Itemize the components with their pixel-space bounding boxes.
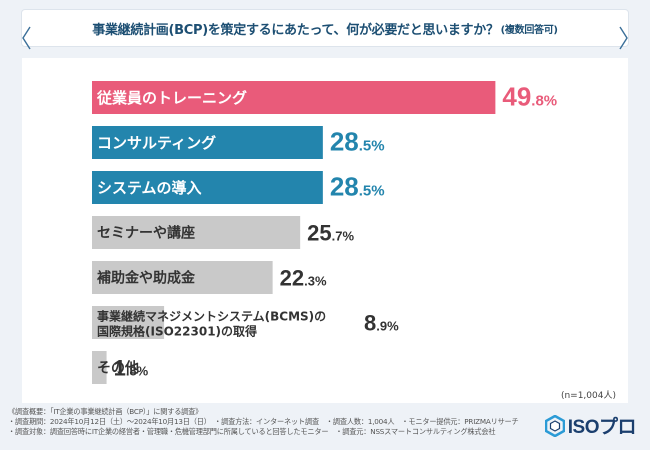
- footnote-line: 《調査概要：「IT企業の事業継続計画（BCP）」に関する調査》: [8, 407, 203, 416]
- category-label: コンサルティング: [97, 134, 216, 152]
- value-label: 22.3%: [280, 266, 327, 291]
- value-label: 8.9%: [364, 311, 399, 336]
- bar: [92, 81, 496, 114]
- footnote-line: ・調査対象：調査回答時にIT企業の経営者・管理職・危機管理部門に所属していると回…: [8, 427, 496, 436]
- category-label: 従業員のトレーニング: [96, 89, 247, 107]
- chart-title-note: (複数回答可): [500, 24, 558, 36]
- chart-title: 事業継続計画(BCP)を策定するにあたって、何が必要だと思いますか？ (複数回答可…: [22, 10, 628, 46]
- bar: [92, 126, 323, 159]
- isopro-logo: ISOプロ: [544, 412, 637, 439]
- sample-size-note: (n=1,004人): [560, 391, 616, 401]
- bar-chart: 従業員のトレーニング 49.8% コンサルティング 28.5% システムの導入 28.5%…: [92, 81, 557, 384]
- category-label: システムの導入: [97, 179, 202, 197]
- bar: [92, 216, 301, 249]
- bar: [92, 261, 273, 294]
- logo-text: ISOプロ: [567, 417, 637, 438]
- value-label: 28.5%: [330, 127, 385, 157]
- category-label: その他: [97, 360, 139, 377]
- survey-footnote: 《調査概要：「IT企業の事業継続計画（BCP）」に関する調査》 ・調査期間：20…: [8, 407, 538, 437]
- bar: [92, 351, 107, 384]
- value-label: 25.7%: [307, 221, 354, 246]
- bar: [92, 306, 165, 339]
- value-label: 49.8%: [502, 82, 557, 112]
- title-chevrons: [22, 26, 628, 50]
- chart-title-text: 事業継続計画(BCP)を策定するにあたって、何が必要だと思いますか？: [92, 22, 499, 38]
- footnote-line: ・調査期間：2024年10月12日（土）～2024年10月13日（日） ・調査方…: [8, 417, 519, 426]
- category-label: 事業継続マネジメントシステム(BCMS)の国際規格(ISO22301)の取得: [97, 309, 326, 339]
- chart-panel: 従業員のトレーニング 49.8% コンサルティング 28.5% システムの導入 28.5%…: [22, 58, 628, 403]
- category-label: 補助金や助成金: [96, 270, 196, 287]
- value-label: 28.5%: [330, 172, 385, 202]
- hexagon-logo-icon: [544, 414, 565, 437]
- bar: [92, 171, 323, 204]
- category-label: セミナーや講座: [97, 225, 195, 242]
- value-label: 1.8%: [114, 356, 149, 381]
